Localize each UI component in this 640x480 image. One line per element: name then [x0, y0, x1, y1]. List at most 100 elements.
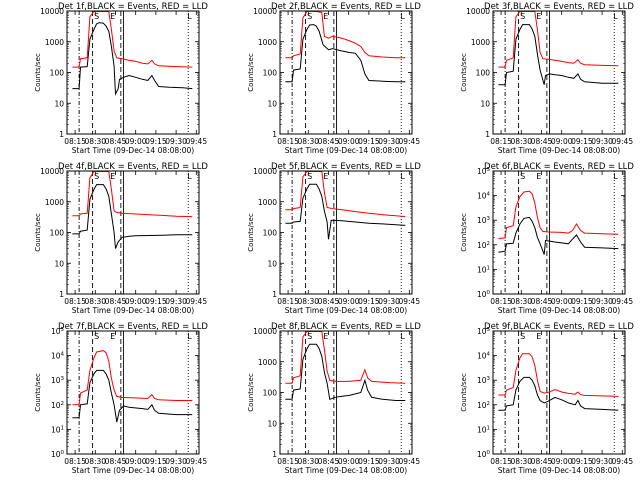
y-tick-label: 102 — [477, 401, 490, 410]
x-tick-label: 08:15 — [64, 297, 86, 306]
x-tick-label: 09:45 — [185, 297, 207, 306]
x-tick-label: 08:30 — [84, 457, 106, 466]
y-tick-label: 10 — [54, 259, 64, 268]
x-tick-label: 09:15 — [358, 297, 380, 306]
annotation-S: S — [307, 332, 312, 341]
annotation-L: L — [187, 332, 192, 341]
x-tick-label: 09:30 — [165, 297, 187, 306]
y-axis-label: Counts/sec — [247, 53, 255, 92]
x-tick-label: 09:30 — [378, 297, 400, 306]
annotation-S: S — [94, 12, 99, 21]
annotation-L: L — [400, 12, 405, 21]
x-axis-label: Start Time (09-Dec-14 08:08:00) — [285, 146, 407, 155]
y-tick-label: 1 — [272, 130, 277, 139]
panel-det-3: Det 3f,BLACK = Events, RED = LLD Counts/s… — [460, 2, 634, 155]
x-tick-label: 08:30 — [84, 297, 106, 306]
x-tick-label: 09:30 — [165, 137, 187, 146]
panel-det-6: Det 6f,BLACK = Events, RED = LLD Counts/s… — [460, 162, 634, 315]
x-tick-label: 09:45 — [398, 137, 420, 146]
x-tick-label: 08:45 — [318, 457, 340, 466]
x-tick-label: 09:30 — [591, 457, 613, 466]
annotation-L: L — [613, 172, 618, 181]
x-tick-label: 09:30 — [378, 457, 400, 466]
x-tick-label: 09:15 — [358, 137, 380, 146]
y-tick-label: 100 — [263, 229, 278, 238]
y-tick-label: 10000 — [466, 7, 490, 16]
x-tick-label: 08:45 — [531, 137, 553, 146]
y-tick-label: 10000 — [40, 167, 64, 176]
annotation-E: E — [110, 332, 115, 341]
y-tick-label: 104 — [477, 192, 491, 201]
series-lld-line — [285, 11, 406, 59]
series-events-line — [285, 343, 406, 401]
series-lld-line — [72, 171, 193, 218]
panel-title: Det 5f,BLACK = Events, RED = LLD — [271, 162, 421, 172]
y-tick-label: 100 — [476, 69, 491, 78]
y-axis-label: Counts/sec — [247, 373, 255, 412]
plot-frame — [492, 170, 626, 295]
annotation-L: L — [400, 172, 405, 181]
panel-det-5: Det 5f,BLACK = Events, RED = LLD Counts/s… — [247, 162, 421, 315]
x-tick-label: 09:15 — [571, 457, 593, 466]
y-tick-label: 1000 — [258, 358, 277, 367]
y-tick-label: 1 — [485, 130, 490, 139]
plot-frame — [66, 170, 200, 295]
panel-det-1: Det 1f,BLACK = Events, RED = LLD Counts/s… — [34, 2, 208, 155]
annotation-S: S — [307, 172, 312, 181]
y-tick-label: 10 — [54, 99, 64, 108]
x-tick-label: 09:45 — [185, 457, 207, 466]
series-events-line — [498, 376, 619, 411]
x-tick-label: 08:15 — [277, 137, 299, 146]
x-tick-label: 09:15 — [358, 457, 380, 466]
x-tick-label: 08:15 — [277, 297, 299, 306]
x-tick-label: 09:00 — [551, 137, 573, 146]
x-tick-label: 09:45 — [185, 137, 207, 146]
y-axis-label: Counts/sec — [460, 53, 468, 92]
y-tick-label: 1 — [59, 290, 64, 299]
x-axis-label: Start Time (09-Dec-14 08:08:00) — [498, 306, 620, 315]
y-tick-label: 1000 — [471, 38, 490, 47]
annotation-L: L — [187, 12, 192, 21]
series-lld-line — [285, 171, 406, 218]
panel-title: Det 9f,BLACK = Events, RED = LLD — [484, 322, 634, 332]
x-axis-label: Start Time (09-Dec-14 08:08:00) — [72, 466, 194, 475]
y-tick-label: 1000 — [258, 198, 277, 207]
x-tick-label: 08:30 — [297, 457, 319, 466]
series-events-line — [72, 184, 193, 249]
x-tick-label: 09:00 — [125, 137, 147, 146]
x-tick-label: 08:30 — [297, 137, 319, 146]
plot-frame — [279, 170, 413, 295]
y-axis-label: Counts/sec — [247, 213, 255, 252]
panel-title: Det 8f,BLACK = Events, RED = LLD — [271, 322, 421, 332]
x-tick-label: 09:30 — [591, 297, 613, 306]
x-tick-label: 09:15 — [571, 297, 593, 306]
x-tick-label: 09:45 — [611, 457, 633, 466]
x-tick-label: 09:00 — [338, 297, 360, 306]
y-tick-label: 10 — [480, 99, 490, 108]
y-tick-label: 101 — [51, 425, 64, 434]
y-axis-label: Counts/sec — [460, 373, 468, 412]
plot-frame — [279, 330, 413, 455]
x-tick-label: 08:30 — [297, 297, 319, 306]
x-tick-label: 08:45 — [105, 297, 127, 306]
x-tick-label: 09:45 — [398, 457, 420, 466]
x-tick-label: 09:00 — [338, 457, 360, 466]
x-tick-label: 08:45 — [105, 137, 127, 146]
plot-frame — [492, 10, 626, 135]
panel-title: Det 1f,BLACK = Events, RED = LLD — [58, 2, 208, 12]
y-axis-label: Counts/sec — [34, 373, 42, 412]
y-tick-label: 1 — [272, 290, 277, 299]
y-tick-label: 1000 — [45, 198, 64, 207]
annotation-E: E — [536, 172, 541, 181]
x-tick-label: 08:45 — [531, 297, 553, 306]
annotation-S: S — [520, 332, 525, 341]
y-tick-label: 105 — [477, 167, 491, 176]
panel-title: Det 4f,BLACK = Events, RED = LLD — [58, 162, 208, 172]
x-axis-label: Start Time (09-Dec-14 08:08:00) — [285, 306, 407, 315]
x-tick-label: 08:30 — [510, 457, 532, 466]
y-tick-label: 10000 — [40, 7, 64, 16]
y-tick-label: 100 — [263, 389, 278, 398]
x-tick-label: 09:45 — [611, 297, 633, 306]
panel-title: Det 2f,BLACK = Events, RED = LLD — [271, 2, 421, 12]
y-tick-label: 105 — [51, 327, 65, 336]
